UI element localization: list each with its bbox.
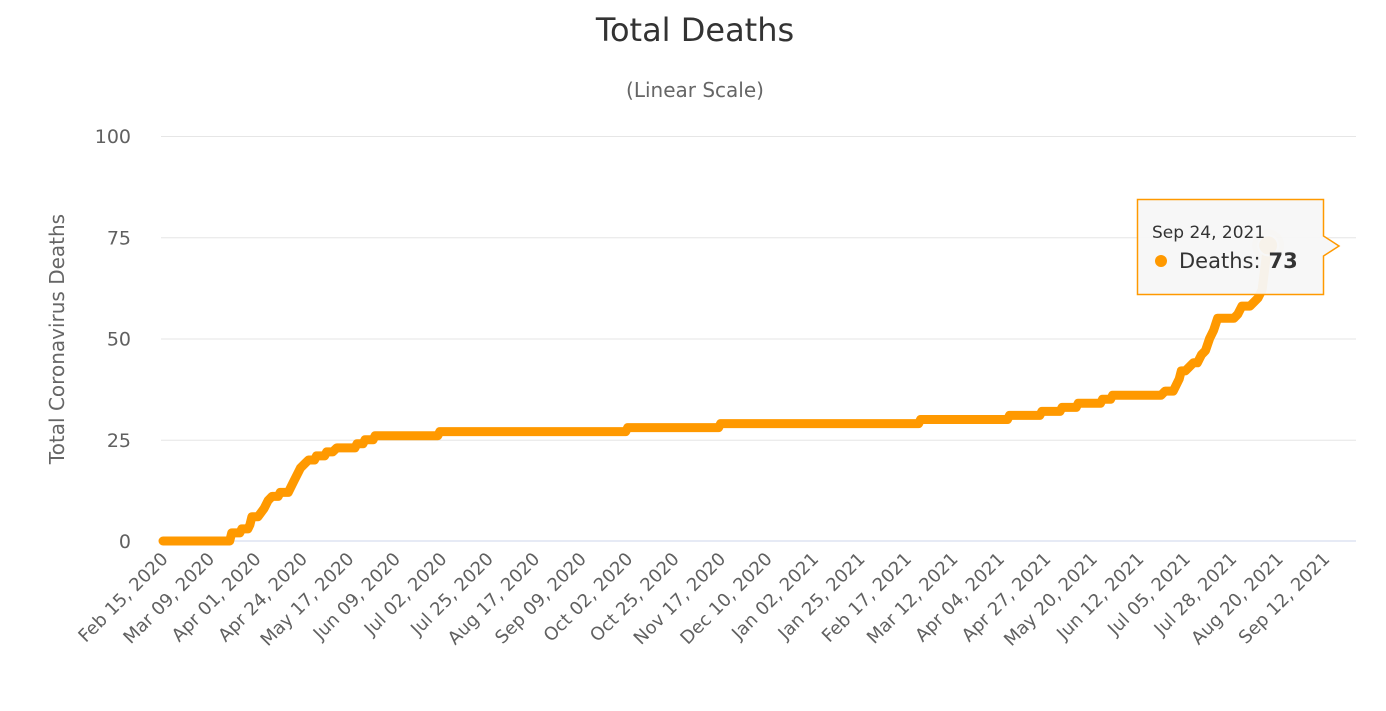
y-axis-ticks: 0 25 50 75 100 (95, 126, 131, 553)
y-tick-label: 75 (107, 227, 131, 249)
tooltip-line: Deaths: 73 (1179, 249, 1298, 273)
y-tick-label: 100 (95, 126, 131, 148)
y-tick-label: 25 (107, 430, 131, 452)
chart-subtitle: (Linear Scale) (626, 78, 764, 102)
y-tick-label: 50 (107, 329, 131, 351)
y-tick-label: 0 (119, 531, 131, 553)
tooltip-label: Deaths: (1179, 249, 1261, 273)
series-line-deaths (158, 240, 1273, 546)
y-axis-label: Total Coronavirus Deaths (45, 214, 69, 465)
tooltip-date: Sep 24, 2021 (1152, 223, 1265, 243)
chart-title: Total Deaths (595, 11, 794, 49)
tooltip: Sep 24, 2021 Deaths: 73 (1136, 198, 1341, 296)
tooltip-value: 73 (1269, 249, 1298, 273)
tooltip-box (1136, 198, 1341, 296)
gridlines (161, 136, 1356, 441)
series-deaths (158, 240, 1273, 546)
tooltip-series-dot-icon (1155, 255, 1167, 267)
